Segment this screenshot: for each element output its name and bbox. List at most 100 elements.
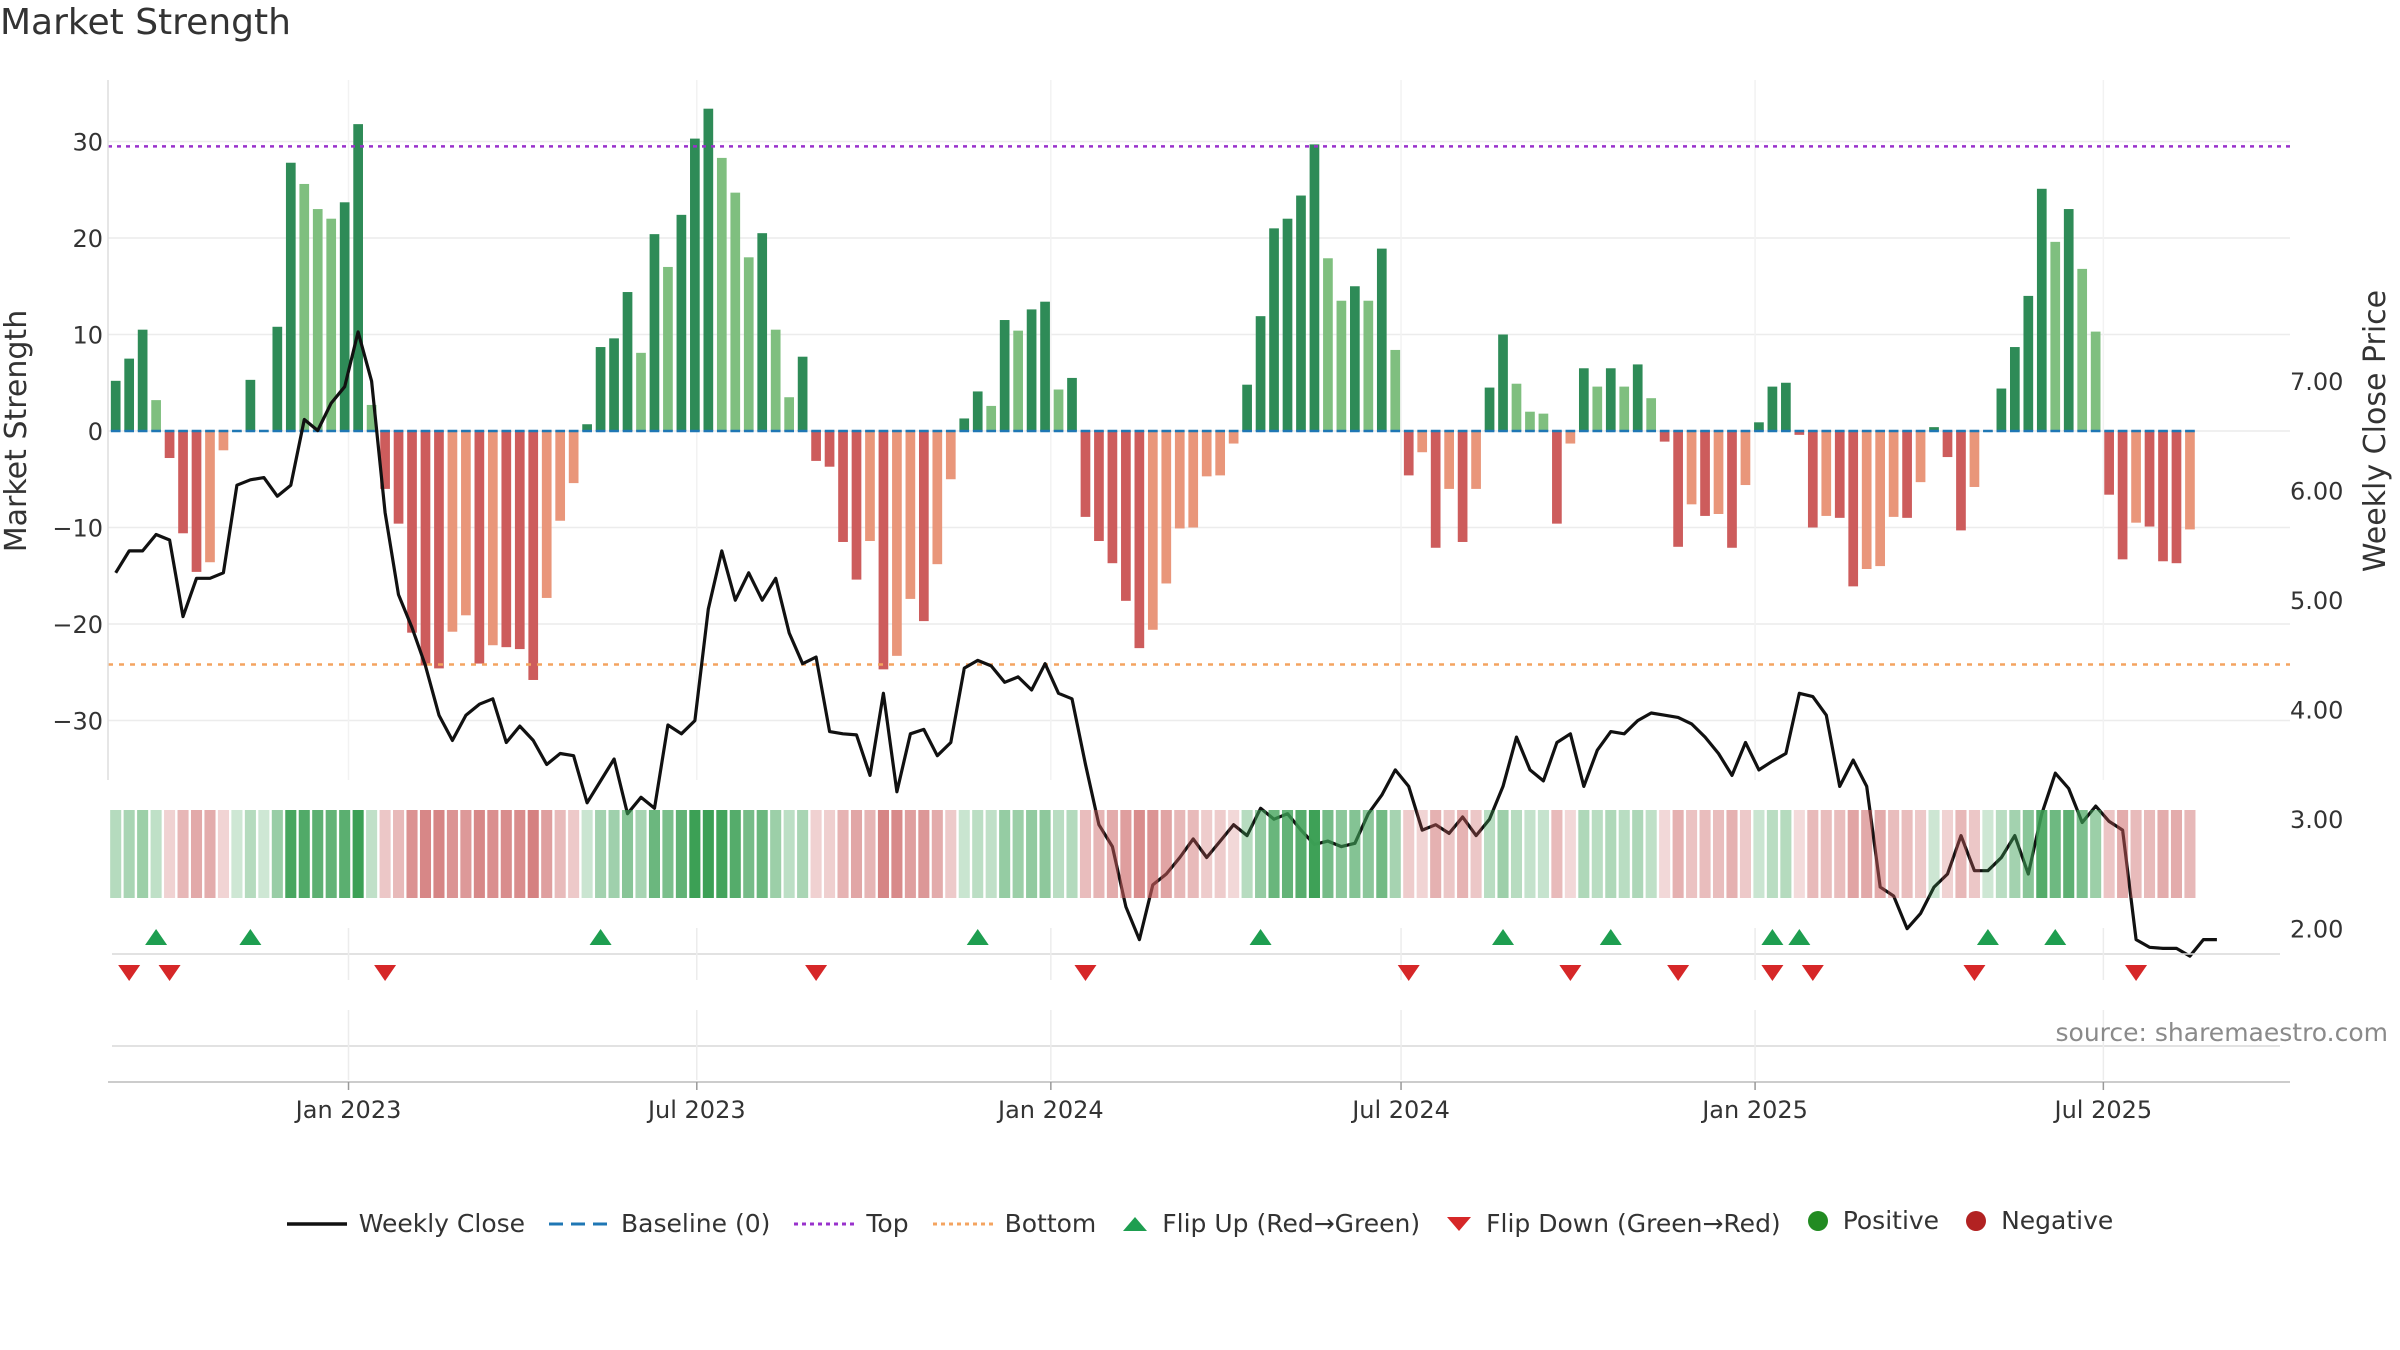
strength-bar [285, 162, 296, 432]
heat-cell [1618, 810, 1630, 898]
heat-cell [1106, 810, 1118, 898]
heat-cell [1510, 810, 1523, 898]
strength-bar [366, 404, 377, 431]
circle-icon [1966, 1210, 1987, 1231]
heat-cell [393, 810, 405, 898]
strength-bar [1632, 364, 1643, 431]
x-tick-label: Jul 2025 [2053, 1096, 2153, 1124]
strength-bar [743, 257, 754, 431]
heat-cell [366, 810, 378, 898]
heat-cell [1497, 810, 1509, 898]
strength-bar [878, 431, 889, 670]
heat-cell [339, 810, 351, 898]
strength-bar [568, 431, 579, 484]
heat-cell [1820, 810, 1832, 898]
heat-cell [1753, 810, 1765, 898]
heat-strip [110, 810, 2196, 898]
x-tick-label: Jul 2023 [646, 1096, 746, 1124]
strength-bar [501, 431, 512, 648]
strength-bar [2036, 188, 2047, 431]
strength-bar [892, 431, 902, 656]
strength-bar [407, 431, 417, 633]
strength-bar [2117, 431, 2128, 560]
heat-cell [1834, 810, 1846, 898]
strength-bar [757, 233, 768, 431]
flip-down-marker [118, 965, 141, 981]
strength-bar [245, 379, 256, 431]
strength-bar [609, 338, 619, 431]
heat-cell [1335, 810, 1347, 898]
heat-cell [1322, 810, 1334, 898]
strength-bar [1592, 386, 1603, 431]
strength-bar [1861, 431, 1872, 569]
heat-cell [217, 810, 229, 898]
strength-bar [1538, 413, 1549, 431]
heat-cell [702, 810, 714, 898]
chart-title: Market Strength [0, 2, 291, 43]
triangle-down-icon [1447, 1216, 1472, 1231]
heat-cell [2144, 810, 2156, 898]
strength-bar [1700, 431, 1710, 516]
heat-cell [1968, 810, 1980, 898]
heat-cell [312, 810, 324, 898]
heat-cell [2076, 810, 2088, 898]
flip-up-marker [1976, 929, 1999, 945]
strength-bar [339, 202, 350, 431]
heat-cell [877, 810, 889, 898]
heat-cell [352, 810, 364, 898]
heat-cell [931, 810, 943, 898]
heat-cell [1147, 810, 1159, 898]
heat-cell [204, 810, 216, 898]
strength-bar [797, 356, 808, 431]
legend-item-positive: Positive [1805, 1206, 1939, 1235]
x-tick-label: Jan 2024 [996, 1096, 1104, 1124]
flip-down-marker [1761, 965, 1784, 981]
strength-bar [393, 431, 404, 524]
strength-bar [1498, 334, 1508, 431]
y-tick-label: 30 [72, 129, 103, 157]
strength-bar [1242, 384, 1252, 431]
strength-bar [1713, 431, 1724, 514]
heat-cell [258, 810, 270, 898]
heat-cell [1201, 810, 1213, 898]
strength-bar [1794, 431, 1805, 435]
strength-bar [784, 397, 795, 431]
strength-bar [1511, 383, 1522, 431]
strength-bar [541, 431, 552, 598]
heat-cell [729, 810, 741, 898]
strength-bar [972, 391, 983, 431]
legend-item-flip_down: Flip Down (Green→Red) [1444, 1209, 1781, 1238]
strength-bar [434, 431, 444, 669]
flip-up-marker [1599, 929, 1622, 945]
strength-bar [1026, 309, 1037, 431]
flip-down-marker [1667, 965, 1690, 981]
flip-down-marker [1963, 965, 1986, 981]
heat-cell [514, 810, 526, 898]
y2-tick-label: 4.00 [2290, 697, 2343, 725]
strength-bar [1282, 218, 1293, 431]
heat-cell [298, 810, 310, 898]
strength-bar [2131, 431, 2141, 523]
strength-bar [1659, 431, 1670, 442]
heat-cell [1389, 810, 1401, 898]
heat-cell [1281, 810, 1294, 898]
strength-bar [474, 431, 485, 664]
flip-up-marker [1761, 929, 1784, 945]
heat-cell [918, 810, 930, 898]
strength-bar [595, 347, 606, 431]
strength-bar [1376, 248, 1387, 431]
heat-cell [2090, 810, 2102, 898]
strength-bar [2077, 268, 2088, 431]
strength-bar [1094, 431, 1104, 542]
strength-bar [1134, 431, 1145, 649]
heat-cell [1376, 810, 1388, 898]
legend-label: Bottom [1004, 1209, 1097, 1238]
heat-cell [406, 810, 418, 898]
heat-cell [850, 810, 863, 898]
strength-bar [1781, 382, 1791, 431]
flip-up-marker [1492, 929, 1515, 945]
strength-bar [838, 431, 848, 542]
legend-label: Baseline (0) [621, 1209, 771, 1238]
reference-lines [108, 145, 2290, 666]
heat-cell [1645, 810, 1657, 898]
